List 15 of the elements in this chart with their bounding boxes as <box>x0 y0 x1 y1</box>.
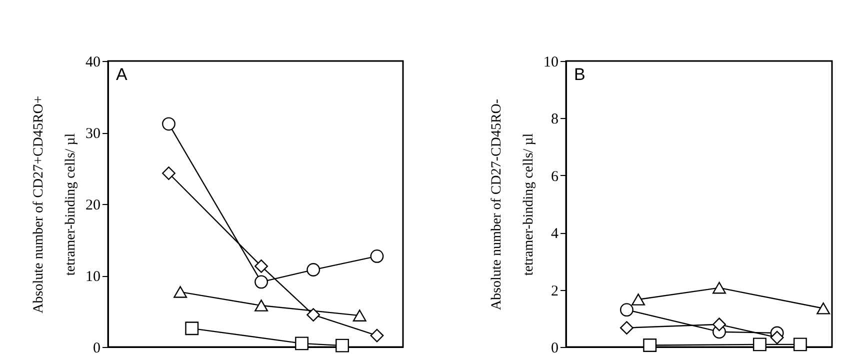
y-tick-label: 40 <box>86 54 100 70</box>
y-tick-label: 0 <box>551 340 558 354</box>
y-tick-label: 8 <box>551 112 558 128</box>
y-tick-label: 4 <box>551 226 559 242</box>
y-tick-label: 10 <box>544 54 558 70</box>
y-tick-label: 2 <box>551 283 558 300</box>
text: Absolute number of CD27-CD45RO- tetramer-binding cells/ µl <box>490 98 536 310</box>
annotation: A <box>116 65 128 84</box>
y-tick-label: 6 <box>551 168 559 185</box>
y-tick-label: 10 <box>86 269 100 285</box>
y-tick-label: 30 <box>86 126 100 142</box>
text: Absolute number of CD27+CD45RO+ tetramer-binding cells/ µl <box>32 96 78 314</box>
y-tick-label: 0 <box>93 340 100 354</box>
annotation: B <box>574 65 586 84</box>
y-tick-label: 20 <box>86 198 100 214</box>
